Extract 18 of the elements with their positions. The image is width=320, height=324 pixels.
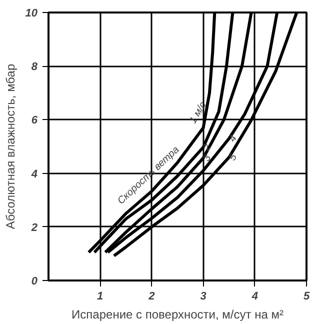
x-tick-label: 5	[303, 290, 310, 302]
text: 2	[200, 142, 214, 154]
text: 1 м/с	[188, 100, 209, 126]
text: 5	[227, 152, 240, 163]
x-tick-label: 3	[200, 290, 206, 302]
y-tick-label: 2	[30, 222, 38, 234]
x-tick-label: 4	[250, 290, 258, 302]
y-tick-label: 0	[31, 276, 38, 288]
x-tick-label: 1	[97, 290, 104, 302]
text: 4	[227, 133, 240, 144]
y-tick-label: 10	[25, 8, 38, 20]
y-tick-label: 8	[31, 61, 38, 74]
y-tick-label: 6	[31, 114, 38, 127]
y-tick-label: 4	[30, 168, 38, 180]
x-axis-title: Испарение с поверхности, м/сут на м²	[72, 308, 284, 322]
x-tick-label: 2	[148, 290, 155, 302]
y-axis-title: Абсолютная влажность, мбар	[3, 64, 18, 230]
text: 3	[201, 152, 214, 164]
